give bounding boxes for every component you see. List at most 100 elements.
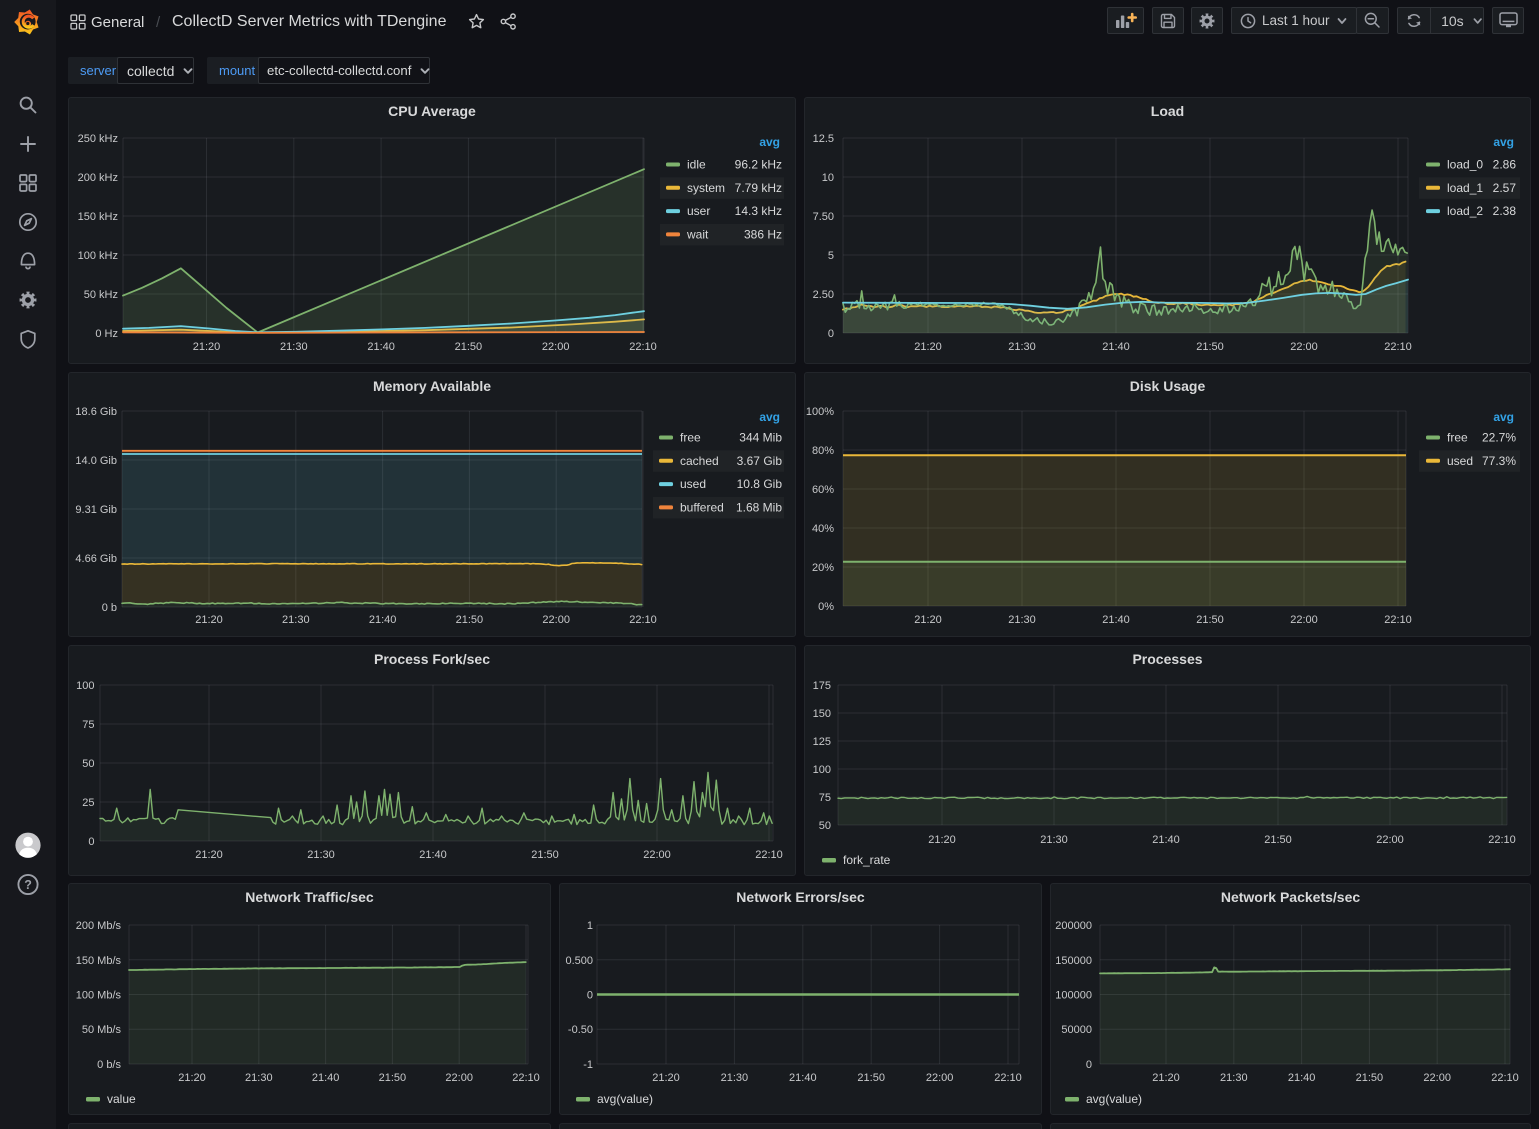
svg-text:load_0: load_0 (1447, 158, 1483, 172)
svg-text:75: 75 (82, 719, 94, 731)
svg-text:96.2 kHz: 96.2 kHz (735, 158, 782, 172)
svg-text:0 Hz: 0 Hz (95, 328, 118, 340)
svg-text:100%: 100% (806, 406, 834, 418)
svg-text:2.50: 2.50 (813, 289, 834, 301)
svg-text:21:20: 21:20 (652, 1072, 680, 1084)
svg-text:?: ? (24, 878, 32, 892)
svg-text:Memory Available: Memory Available (373, 378, 491, 394)
svg-text:21:40: 21:40 (312, 1072, 340, 1084)
svg-text:0: 0 (587, 990, 593, 1002)
svg-text:Network Packets/sec: Network Packets/sec (1221, 889, 1361, 905)
svg-text:21:40: 21:40 (419, 849, 447, 861)
svg-text:21:50: 21:50 (1356, 1072, 1384, 1084)
svg-text:150 kHz: 150 kHz (78, 211, 118, 223)
svg-text:21:50: 21:50 (1196, 614, 1224, 626)
svg-text:21:20: 21:20 (195, 849, 223, 861)
svg-text:22.7%: 22.7% (1482, 431, 1516, 445)
svg-text:avg: avg (1493, 135, 1514, 149)
svg-text:22:10: 22:10 (1384, 341, 1412, 353)
svg-text:1.68 Mib: 1.68 Mib (736, 500, 782, 514)
svg-text:75: 75 (819, 792, 831, 804)
svg-text:10: 10 (822, 172, 834, 184)
svg-text:22:10: 22:10 (755, 849, 783, 861)
svg-text:22:10: 22:10 (512, 1072, 540, 1084)
svg-text:free: free (680, 431, 701, 445)
svg-text:2.57: 2.57 (1493, 181, 1517, 195)
svg-text:250 kHz: 250 kHz (78, 133, 118, 145)
svg-text:used: used (680, 477, 706, 491)
svg-text:50 kHz: 50 kHz (84, 289, 118, 301)
svg-text:21:30: 21:30 (307, 849, 335, 861)
svg-text:40%: 40% (812, 523, 834, 535)
svg-text:1: 1 (587, 920, 593, 932)
svg-text:14.3 kHz: 14.3 kHz (735, 204, 782, 218)
svg-text:21:50: 21:50 (1264, 834, 1292, 846)
svg-text:150000: 150000 (1055, 955, 1092, 967)
svg-text:20%: 20% (812, 562, 834, 574)
svg-text:77.3%: 77.3% (1482, 454, 1516, 468)
svg-text:21:20: 21:20 (928, 834, 956, 846)
svg-text:21:30: 21:30 (1008, 341, 1036, 353)
svg-text:system: system (687, 181, 725, 195)
svg-text:21:30: 21:30 (1008, 614, 1036, 626)
svg-text:Network Errors/sec: Network Errors/sec (736, 889, 865, 905)
svg-text:344 Mib: 344 Mib (739, 431, 782, 445)
svg-text:2.38: 2.38 (1493, 204, 1517, 218)
svg-text:21:40: 21:40 (1152, 834, 1180, 846)
svg-text:21:40: 21:40 (1288, 1072, 1316, 1084)
svg-text:avg(value): avg(value) (597, 1092, 653, 1106)
svg-text:Disk Usage: Disk Usage (1130, 378, 1206, 394)
svg-text:22:10: 22:10 (1488, 834, 1516, 846)
svg-text:22:00: 22:00 (926, 1072, 954, 1084)
svg-text:21:50: 21:50 (455, 341, 483, 353)
svg-text:21:30: 21:30 (721, 1072, 749, 1084)
svg-text:22:00: 22:00 (445, 1072, 473, 1084)
svg-text:21:40: 21:40 (367, 341, 395, 353)
svg-text:200000: 200000 (1055, 920, 1092, 932)
svg-text:Network Traffic/sec: Network Traffic/sec (245, 889, 374, 905)
svg-text:user: user (687, 204, 710, 218)
svg-text:avg: avg (759, 410, 780, 424)
svg-text:22:10: 22:10 (629, 341, 657, 353)
svg-text:125: 125 (813, 736, 831, 748)
svg-text:Processes: Processes (1132, 651, 1202, 667)
svg-text:50: 50 (819, 820, 831, 832)
svg-text:100000: 100000 (1055, 990, 1092, 1002)
svg-text:100 Mb/s: 100 Mb/s (76, 990, 122, 1002)
svg-text:21:20: 21:20 (914, 614, 942, 626)
svg-text:50000: 50000 (1061, 1024, 1092, 1036)
svg-text:Load: Load (1151, 103, 1184, 119)
svg-text:175: 175 (813, 680, 831, 692)
svg-text:100: 100 (813, 764, 831, 776)
svg-text:cached: cached (680, 454, 719, 468)
svg-text:50: 50 (82, 758, 94, 770)
svg-text:21:40: 21:40 (1102, 614, 1130, 626)
svg-text:load_2: load_2 (1447, 204, 1483, 218)
svg-text:12.5: 12.5 (813, 133, 834, 145)
svg-text:load_1: load_1 (1447, 181, 1483, 195)
svg-text:21:30: 21:30 (280, 341, 308, 353)
svg-text:50 Mb/s: 50 Mb/s (82, 1024, 122, 1036)
svg-text:21:40: 21:40 (789, 1072, 817, 1084)
svg-text:21:20: 21:20 (178, 1072, 206, 1084)
svg-text:22:00: 22:00 (643, 849, 671, 861)
svg-text:22:10: 22:10 (1491, 1072, 1519, 1084)
svg-text:386 Hz: 386 Hz (744, 227, 782, 241)
svg-text:5: 5 (828, 250, 834, 262)
svg-text:22:00: 22:00 (542, 614, 570, 626)
svg-text:21:50: 21:50 (857, 1072, 885, 1084)
svg-text:3.67 Gib: 3.67 Gib (737, 454, 783, 468)
svg-text:-0.50: -0.50 (568, 1024, 593, 1036)
svg-text:avg: avg (759, 135, 780, 149)
svg-text:0.500: 0.500 (565, 955, 593, 967)
svg-text:21:50: 21:50 (1196, 341, 1224, 353)
svg-text:150: 150 (813, 708, 831, 720)
svg-text:21:30: 21:30 (282, 614, 310, 626)
svg-text:avg(value): avg(value) (1086, 1092, 1142, 1106)
svg-text:7.50: 7.50 (813, 211, 834, 223)
svg-text:avg: avg (1493, 410, 1514, 424)
svg-text:2.86: 2.86 (1493, 158, 1517, 172)
svg-text:idle: idle (687, 158, 706, 172)
svg-text:21:20: 21:20 (914, 341, 942, 353)
svg-text:21:20: 21:20 (193, 341, 221, 353)
